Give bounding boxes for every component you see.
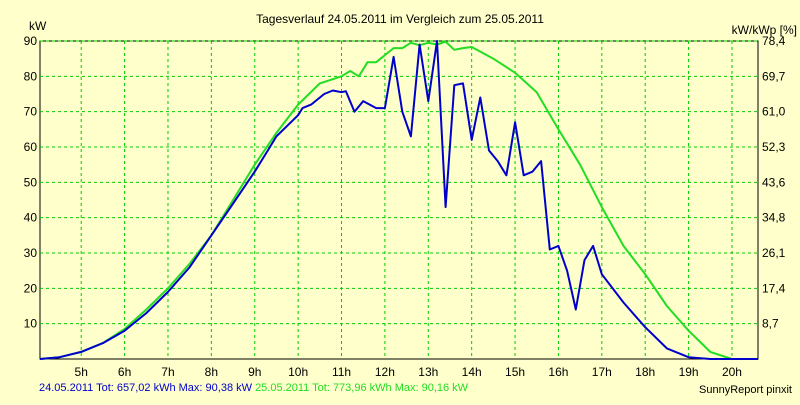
y-tick-label-left: 20 xyxy=(24,281,38,295)
y-tick-label-left: 10 xyxy=(24,317,38,331)
x-tick-label: 20h xyxy=(722,365,742,379)
x-tick-label: 13h xyxy=(418,365,438,379)
x-tick-label: 19h xyxy=(679,365,699,379)
y-tick-label-left: 80 xyxy=(24,69,38,83)
y-axis-label-left: kW xyxy=(29,19,47,33)
x-tick-label: 17h xyxy=(592,365,612,379)
y-tick-labels-right: 8,7 17,4 26,1 34,8 43,6 52,3 61,0 69,7 78,4 xyxy=(762,34,786,331)
plot-area xyxy=(39,40,759,360)
x-tick-label: 7h xyxy=(161,365,174,379)
x-tick-label: 8h xyxy=(205,365,218,379)
y-tick-label-right: 69,7 xyxy=(762,69,786,83)
x-tick-label: 16h xyxy=(548,365,568,379)
series-line-2 xyxy=(39,40,758,360)
y-tick-label-left: 50 xyxy=(24,175,38,189)
x-tick-label: 18h xyxy=(635,365,655,379)
x-tick-label: 5h xyxy=(75,365,88,379)
y-tick-label-right: 17,4 xyxy=(762,281,786,295)
y-tick-label-left: 90 xyxy=(24,34,38,48)
x-tick-label: 15h xyxy=(505,365,525,379)
chart-title: Tagesverlauf 24.05.2011 im Vergleich zum… xyxy=(256,12,544,26)
x-tick-label: 10h xyxy=(288,365,308,379)
y-tick-label-right: 8,7 xyxy=(762,317,779,331)
series-line-1 xyxy=(39,40,758,360)
x-tick-label: 14h xyxy=(462,365,482,379)
series-lines xyxy=(39,40,758,360)
x-tick-labels: 5h 6h 7h 8h 9h 10h 11h 12h 13h 14h 15h 16h 17h 18h 19h… xyxy=(75,365,742,379)
y-tick-label-right: 78,4 xyxy=(762,34,786,48)
y-tick-label-right: 52,3 xyxy=(762,140,786,154)
x-tick-label: 12h xyxy=(375,365,395,379)
y-tick-label-left: 40 xyxy=(24,211,38,225)
y-tick-labels-left: 10 20 30 40 50 60 70 80 90 xyxy=(24,34,38,331)
x-tick-label: 11h xyxy=(332,365,351,379)
y-tick-label-left: 30 xyxy=(24,246,38,260)
x-tick-label: 9h xyxy=(248,365,261,379)
legend-series-2: 25.05.2011 Tot: 773,96 kWh Max: 90,16 kW xyxy=(255,382,469,394)
y-axis-label-right: kW/kWp [%] xyxy=(732,23,797,37)
x-tick-label: 6h xyxy=(118,365,131,379)
y-tick-label-right: 34,8 xyxy=(762,211,786,225)
y-tick-label-right: 61,0 xyxy=(762,105,786,119)
y-tick-label-left: 70 xyxy=(24,105,38,119)
legend-series-1: 24.05.2011 Tot: 657,02 kWh Max: 90,38 kW xyxy=(39,382,252,394)
y-tick-label-right: 26,1 xyxy=(762,246,786,260)
grid-lines xyxy=(40,40,758,359)
y-tick-label-right: 43,6 xyxy=(762,175,786,189)
legend-summary: 24.05.2011 Tot: 657,02 kWh Max: 90,38 kW… xyxy=(39,382,468,394)
y-tick-label-left: 60 xyxy=(24,140,38,154)
credit-text: SunnyReport pinxit xyxy=(699,384,792,396)
